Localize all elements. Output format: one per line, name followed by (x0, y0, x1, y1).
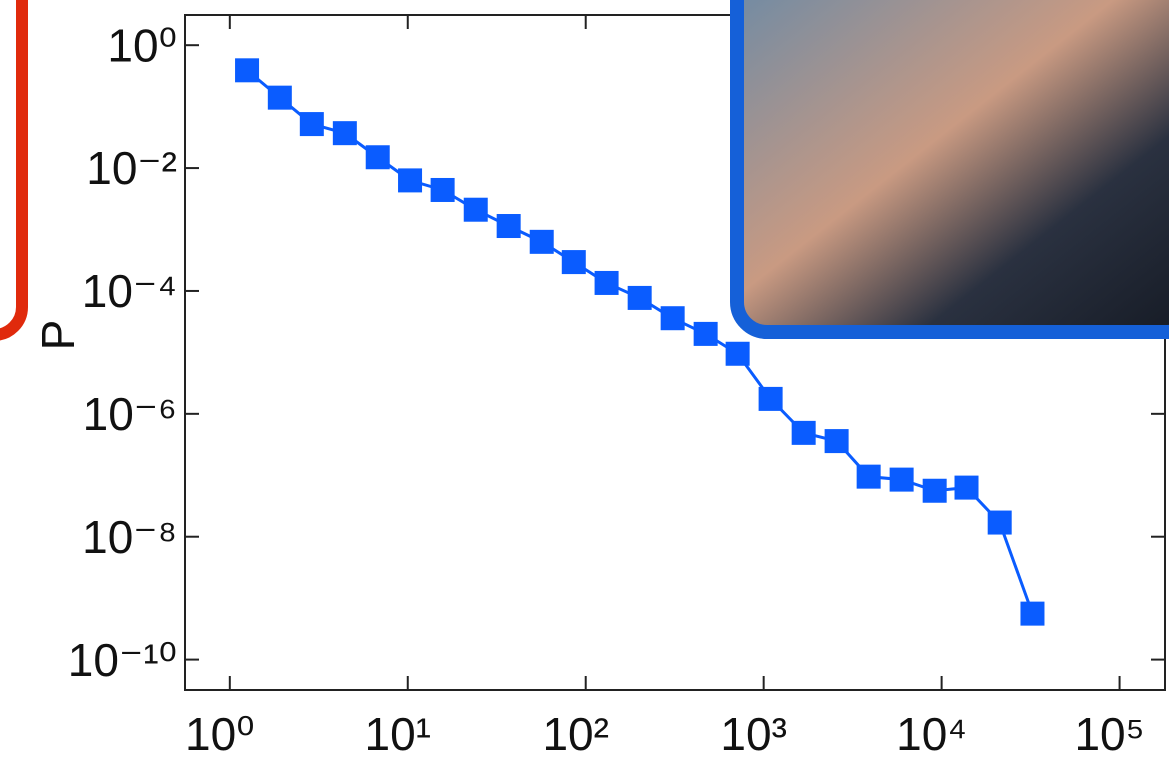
data-marker (561, 250, 586, 275)
y-tick-label: 10⁻¹⁰ (68, 634, 177, 686)
data-marker (889, 467, 914, 492)
data-marker (267, 85, 292, 110)
data-marker (496, 214, 521, 239)
data-marker (758, 386, 783, 411)
y-axis-label: P (32, 320, 84, 351)
data-marker (235, 58, 260, 83)
data-marker (1020, 601, 1045, 626)
y-tick-label: 10⁻⁸ (82, 511, 177, 563)
data-marker (463, 197, 488, 222)
x-tick-label: 10² (542, 708, 608, 760)
data-marker (594, 270, 619, 295)
plot-area: 10⁰ 10¹ 10² 10³ 10⁴ 10⁵ 10⁰ 10⁻² 10⁻⁴ 10⁻⁶ 10⁻⁸ 10⁻… (68, 14, 1166, 760)
data-marker (398, 168, 423, 193)
axes-frame (184, 14, 1166, 691)
data-marker (791, 420, 816, 445)
data-marker (987, 510, 1012, 535)
x-tick-label: 10⁴ (896, 708, 967, 760)
x-tick-label: 10¹ (365, 708, 431, 760)
data-marker (627, 285, 652, 310)
data-marker (529, 229, 554, 254)
data-marker (824, 429, 849, 454)
data-marker (660, 306, 685, 331)
red-frame (0, 0, 28, 341)
data-marker (725, 341, 750, 366)
photo-inset (730, 0, 1169, 339)
x-tick-label: 10³ (720, 708, 786, 760)
data-marker (430, 177, 455, 202)
y-tick-label: 10⁻⁶ (83, 388, 177, 440)
data-marker (693, 321, 718, 346)
data-marker (856, 464, 881, 489)
x-tick-label: 10⁵ (1074, 708, 1144, 760)
y-tick-label: 10⁻⁴ (82, 265, 177, 317)
data-marker (332, 121, 357, 146)
data-marker (954, 475, 979, 500)
y-tick-label: 10⁻² (86, 142, 177, 194)
data-marker (299, 112, 324, 137)
data-marker (365, 145, 390, 170)
data-marker (922, 478, 947, 503)
x-tick-label: 10⁰ (185, 708, 255, 760)
y-tick-label: 10⁰ (107, 19, 177, 71)
